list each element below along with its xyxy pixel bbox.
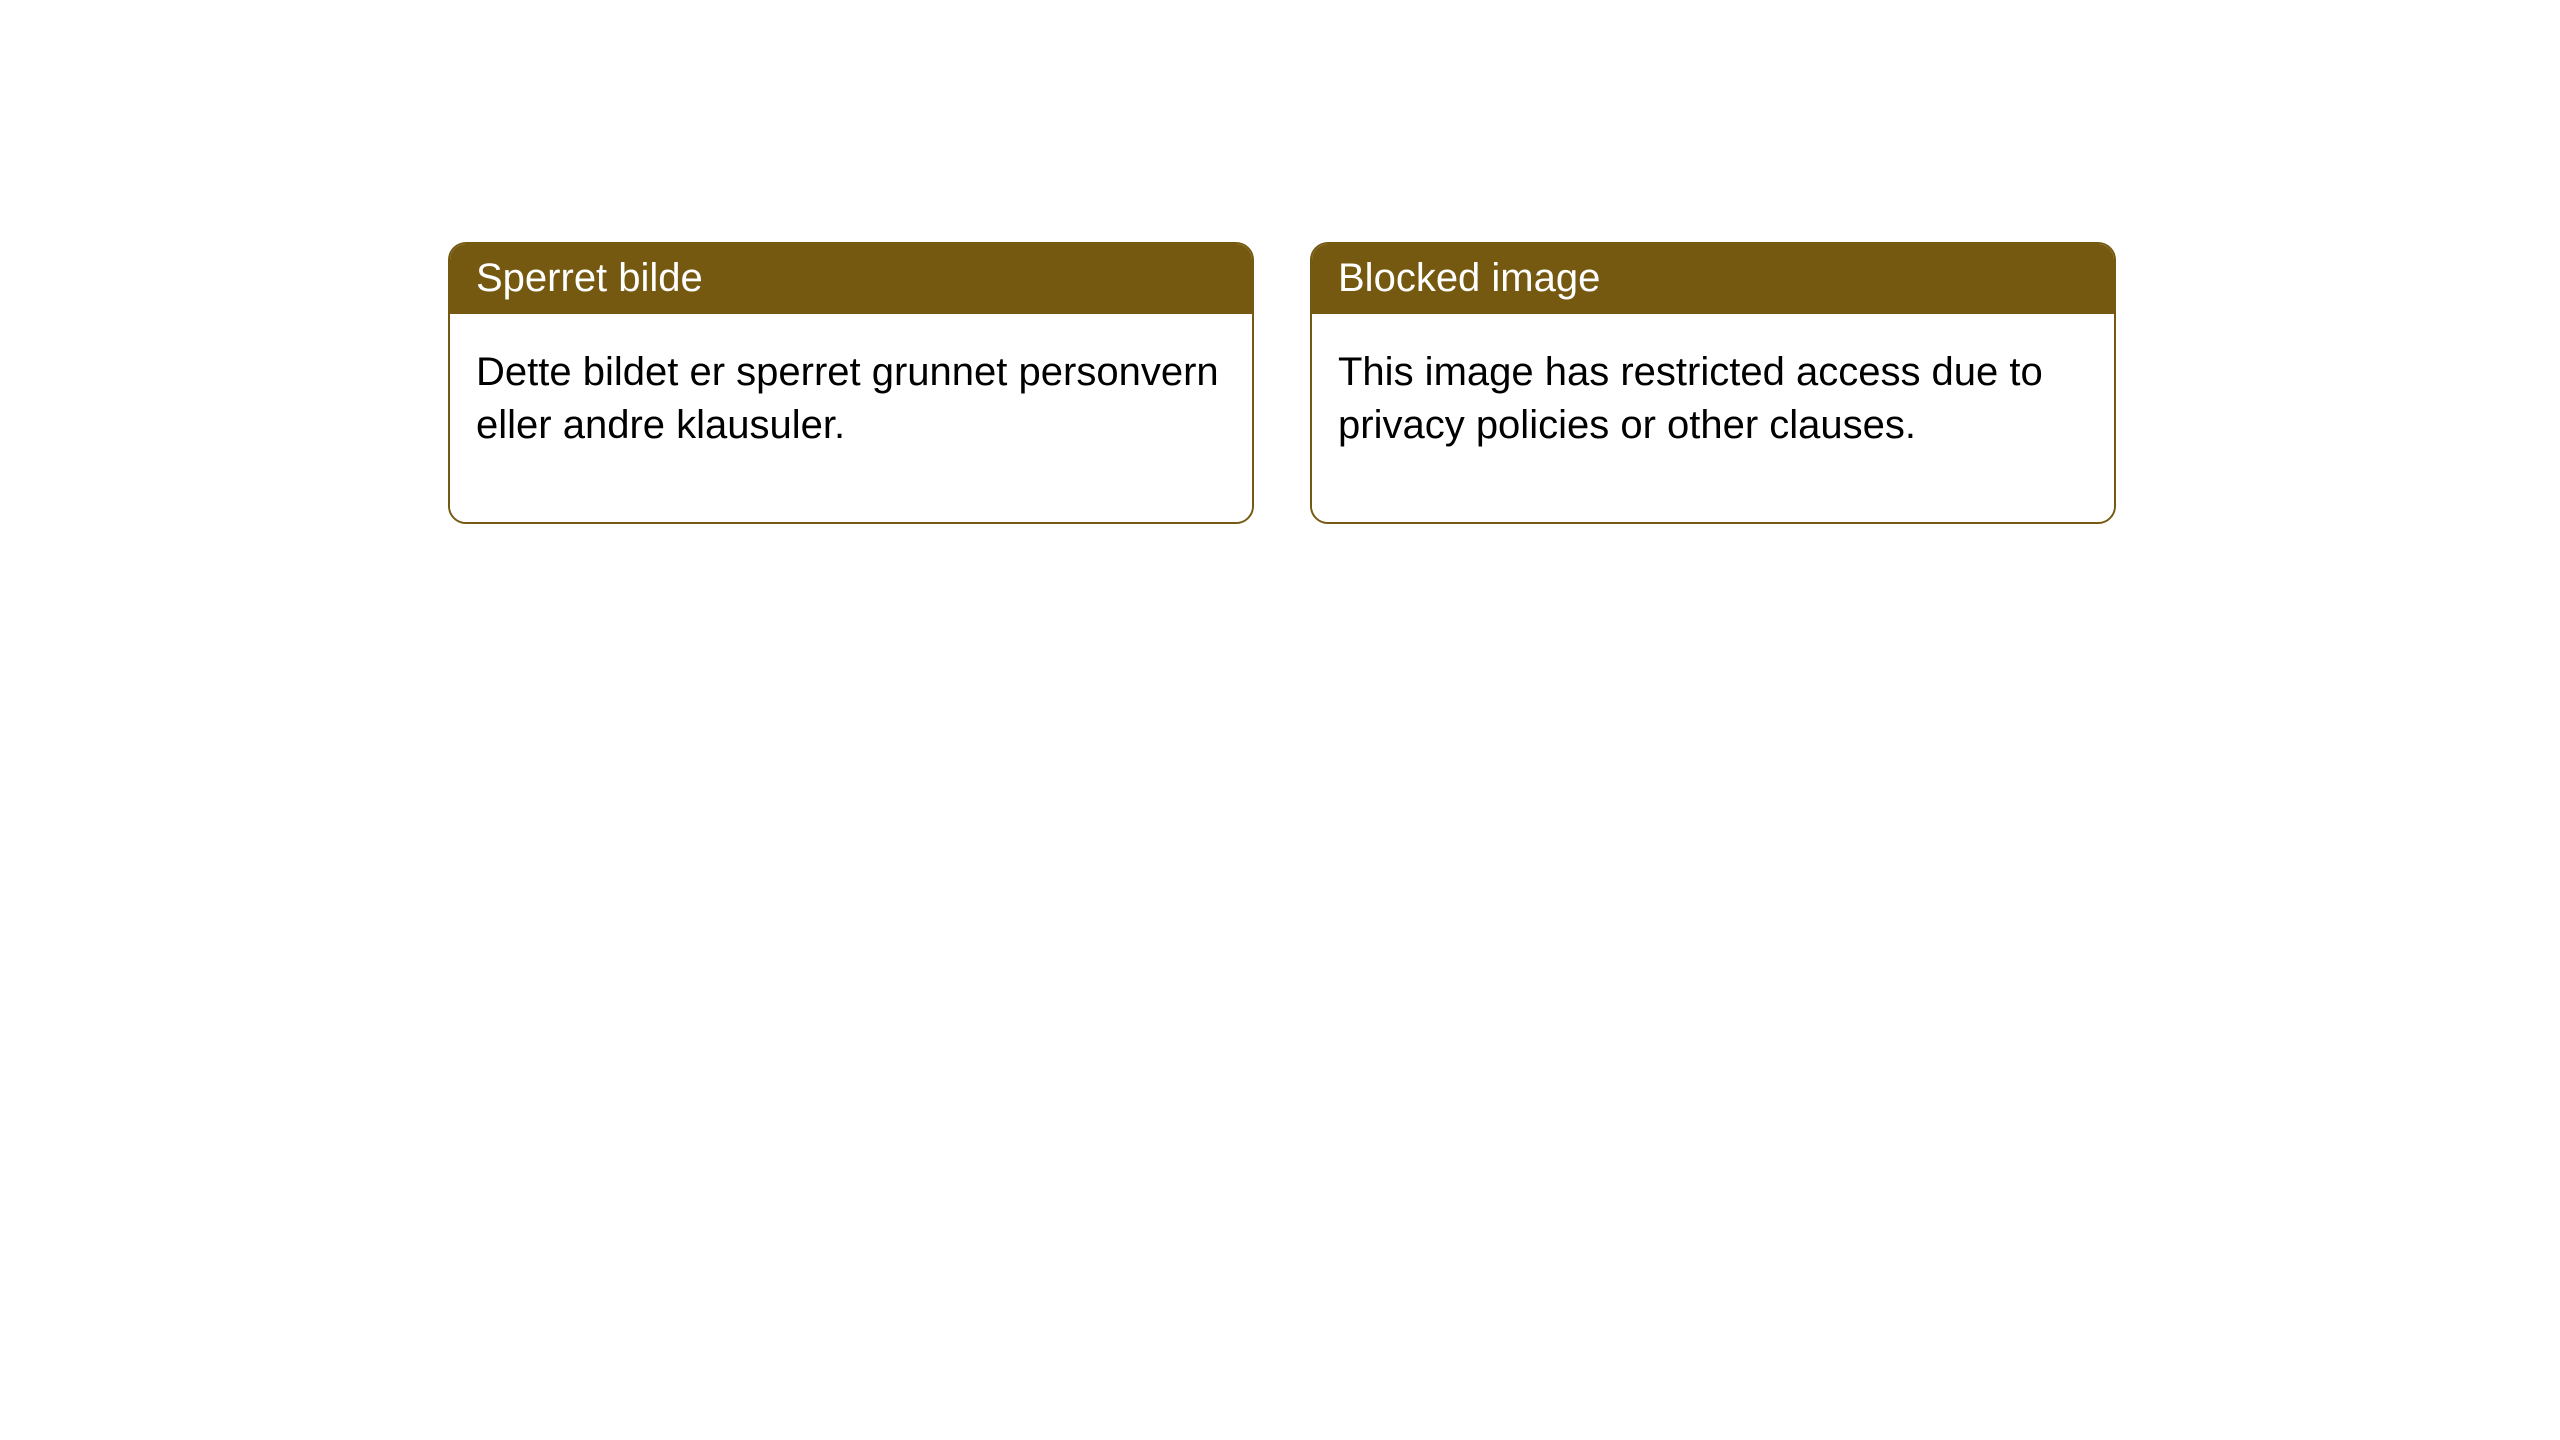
notice-card-body: This image has restricted access due to … (1312, 314, 2114, 522)
notice-card-english: Blocked image This image has restricted … (1310, 242, 2116, 524)
notice-card-title: Blocked image (1312, 244, 2114, 314)
notice-card-title: Sperret bilde (450, 244, 1252, 314)
notice-cards-container: Sperret bilde Dette bildet er sperret gr… (0, 0, 2560, 524)
notice-card-body: Dette bildet er sperret grunnet personve… (450, 314, 1252, 522)
notice-card-norwegian: Sperret bilde Dette bildet er sperret gr… (448, 242, 1254, 524)
